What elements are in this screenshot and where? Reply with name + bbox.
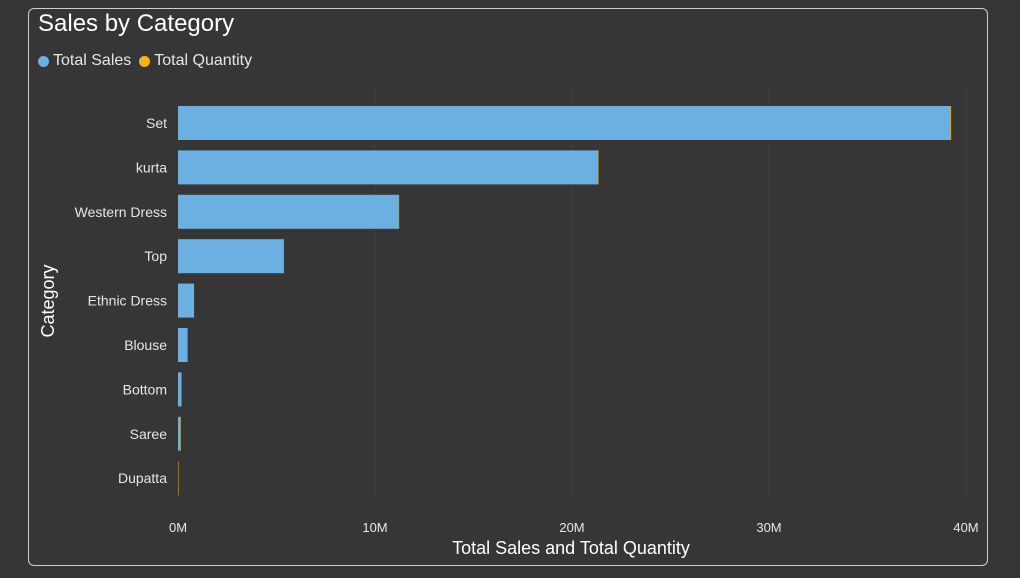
category-label: Ethnic Dress — [88, 293, 167, 309]
bar-total-quantity[interactable] — [283, 239, 284, 274]
legend-item-total-sales[interactable]: Total Sales — [38, 52, 131, 70]
bar-total-quantity[interactable] — [193, 283, 195, 318]
category-label: Bottom — [123, 381, 167, 397]
bar-total-sales[interactable] — [178, 150, 598, 185]
bar-total-sales[interactable] — [178, 372, 181, 407]
chart-legend: Total Sales Total Quantity — [38, 51, 260, 71]
bar-total-quantity[interactable] — [597, 150, 599, 185]
chart-title: Sales by Category — [38, 10, 235, 37]
bar-total-sales[interactable] — [178, 106, 951, 140]
bar-total-sales[interactable] — [178, 283, 194, 318]
chart-frame — [28, 8, 988, 566]
x-tick-label: 30M — [756, 520, 781, 535]
category-label: Set — [146, 115, 167, 131]
legend-label-total-sales: Total Sales — [53, 52, 132, 69]
category-label: Top — [144, 248, 167, 264]
bar-total-quantity[interactable] — [187, 328, 188, 362]
bar-total-sales[interactable] — [178, 416, 181, 451]
category-label: Blouse — [124, 337, 167, 353]
category-label: Saree — [130, 426, 168, 442]
legend-item-total-quantity[interactable]: Total Quantity — [139, 52, 252, 70]
y-axis-title: Category — [38, 264, 58, 337]
x-tick-label: 40M — [953, 520, 978, 535]
legend-swatch-total-quantity — [139, 55, 151, 67]
bar-total-sales[interactable] — [178, 328, 188, 362]
bar-total-sales[interactable] — [178, 194, 399, 229]
bar-total-sales[interactable] — [178, 239, 284, 274]
x-tick-label: 0M — [169, 520, 187, 535]
legend-swatch-total-sales — [38, 55, 49, 67]
x-axis-title: Total Sales and Total Quantity — [452, 538, 690, 558]
category-label: kurta — [136, 159, 167, 175]
bar-total-quantity[interactable] — [398, 194, 400, 229]
bar-total-quantity[interactable] — [180, 372, 182, 407]
x-tick-label: 10M — [362, 520, 387, 535]
bar-total-quantity[interactable] — [178, 461, 179, 496]
legend-label-total-quantity: Total Quantity — [154, 52, 253, 69]
bar-total-quantity[interactable] — [180, 416, 181, 451]
x-tick-label: 20M — [559, 520, 584, 535]
category-label: Dupatta — [118, 470, 167, 486]
bar-total-quantity[interactable] — [950, 106, 952, 140]
category-label: Western Dress — [75, 204, 167, 220]
